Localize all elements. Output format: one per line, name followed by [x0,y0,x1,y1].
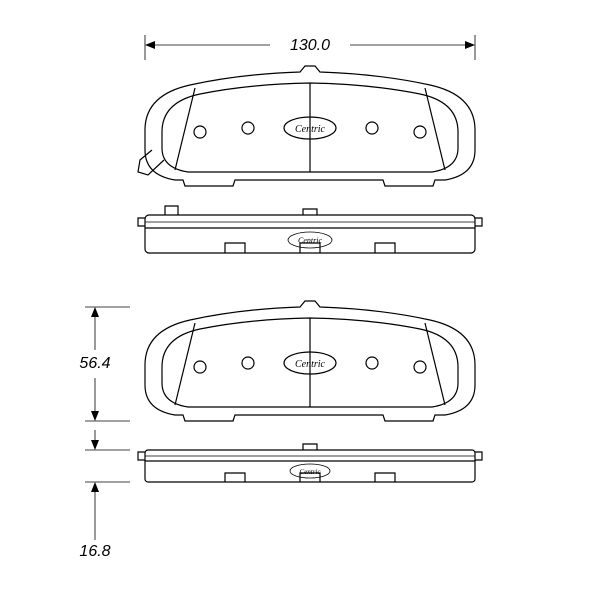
technical-drawing: 130.0 Centric [0,0,600,600]
dimension-width: 130.0 [145,35,475,60]
brake-pad-bottom-view: Centric [145,301,475,421]
dimension-width-value: 130.0 [290,37,330,54]
dimension-thickness: 16.8 [79,430,130,560]
brand-mark-3: Centric [295,359,326,370]
brake-pad-edge-view-1: Centric [138,206,482,253]
brake-pad-edge-view-2: Centric [138,444,482,482]
dimension-height-value: 56.4 [79,355,110,372]
brake-pad-top-view: Centric [138,66,475,186]
dimension-height: 56.4 [79,307,130,421]
brand-mark-4: Centric [300,468,322,476]
brand-mark-1: Centric [295,124,326,135]
brand-mark-2: Centric [298,236,322,245]
dimension-thickness-value: 16.8 [79,543,110,560]
